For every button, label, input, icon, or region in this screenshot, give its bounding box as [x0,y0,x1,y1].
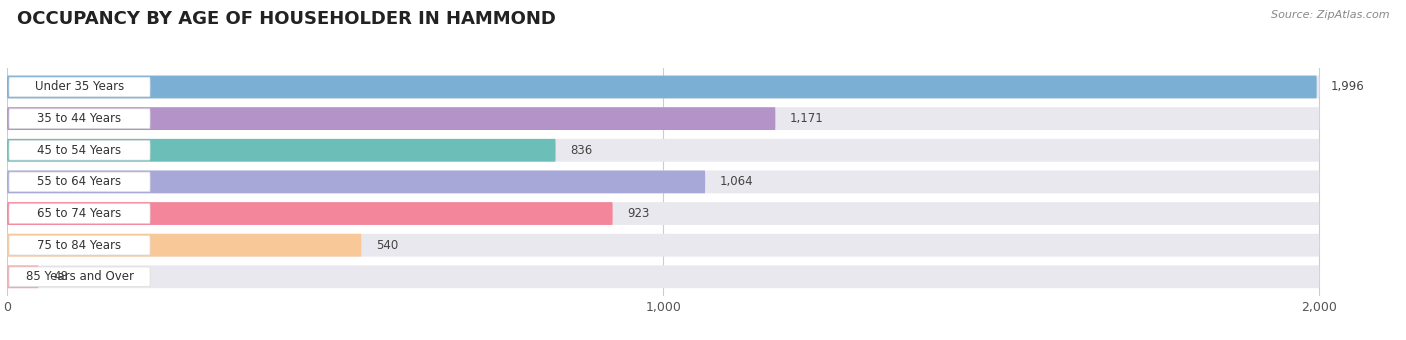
FancyBboxPatch shape [8,204,150,223]
FancyBboxPatch shape [7,202,1319,225]
FancyBboxPatch shape [8,235,150,255]
FancyBboxPatch shape [7,107,1319,130]
Text: 55 to 64 Years: 55 to 64 Years [38,175,121,188]
FancyBboxPatch shape [7,266,38,288]
FancyBboxPatch shape [7,202,613,225]
Text: 45 to 54 Years: 45 to 54 Years [38,144,121,157]
Text: 1,064: 1,064 [720,175,754,188]
Text: 540: 540 [375,239,398,252]
Text: 836: 836 [569,144,592,157]
FancyBboxPatch shape [8,172,150,192]
Text: 35 to 44 Years: 35 to 44 Years [38,112,121,125]
FancyBboxPatch shape [7,75,1319,98]
FancyBboxPatch shape [7,107,775,130]
Text: 75 to 84 Years: 75 to 84 Years [38,239,121,252]
FancyBboxPatch shape [7,234,1319,257]
Text: OCCUPANCY BY AGE OF HOUSEHOLDER IN HAMMOND: OCCUPANCY BY AGE OF HOUSEHOLDER IN HAMMO… [17,10,555,28]
FancyBboxPatch shape [7,75,1316,98]
FancyBboxPatch shape [7,171,1319,193]
Text: 1,996: 1,996 [1331,81,1365,94]
FancyBboxPatch shape [8,267,150,287]
FancyBboxPatch shape [8,77,150,97]
Text: 923: 923 [627,207,650,220]
Text: 1,171: 1,171 [790,112,824,125]
Text: 85 Years and Over: 85 Years and Over [25,270,134,283]
FancyBboxPatch shape [8,140,150,160]
FancyBboxPatch shape [7,266,1319,288]
FancyBboxPatch shape [7,171,706,193]
FancyBboxPatch shape [8,109,150,129]
Text: Source: ZipAtlas.com: Source: ZipAtlas.com [1271,10,1389,20]
FancyBboxPatch shape [7,234,361,257]
FancyBboxPatch shape [7,139,555,162]
Text: Under 35 Years: Under 35 Years [35,81,124,94]
Text: 48: 48 [53,270,67,283]
FancyBboxPatch shape [7,139,1319,162]
Text: 65 to 74 Years: 65 to 74 Years [38,207,122,220]
